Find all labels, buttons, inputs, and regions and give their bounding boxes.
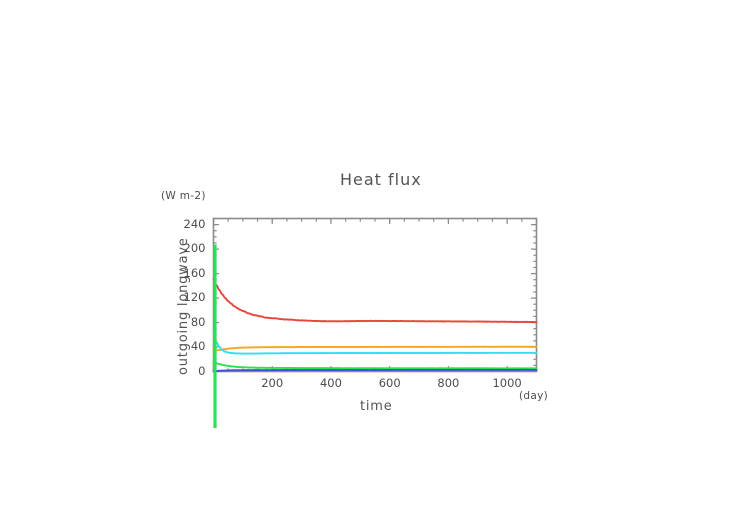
x-tick-label: 400 <box>319 375 342 390</box>
x-tick-label: 600 <box>378 375 401 390</box>
x-tick-label: 200 <box>261 375 284 390</box>
x-tick-label: 1000 <box>492 375 522 390</box>
x-axis-title: time <box>360 399 393 414</box>
plot-frame <box>212 217 538 373</box>
y-tick-label: 160 <box>183 265 206 280</box>
y-tick-label: 80 <box>190 314 206 329</box>
series-line-orange-curve <box>212 345 538 352</box>
series-line-cyan-curve <box>212 332 538 355</box>
y-tick-label: 240 <box>183 216 206 231</box>
y-tick-label: 40 <box>190 339 206 354</box>
axes-group <box>212 217 538 373</box>
series-line-red-curve <box>212 278 538 324</box>
y-tick-label: 200 <box>183 241 206 256</box>
series-line-green-curve <box>212 361 538 370</box>
x-axis-unit-label: (day) <box>519 390 549 402</box>
y-tick-label: 0 <box>198 363 206 378</box>
series-line-blue-curve <box>212 368 538 373</box>
series-group <box>212 278 538 373</box>
chart-title: Heat flux <box>340 170 422 189</box>
x-tick-label: 800 <box>437 375 460 390</box>
y-axis-unit-label: (W m-2) <box>161 190 206 202</box>
y-tick-label: 120 <box>183 290 206 305</box>
